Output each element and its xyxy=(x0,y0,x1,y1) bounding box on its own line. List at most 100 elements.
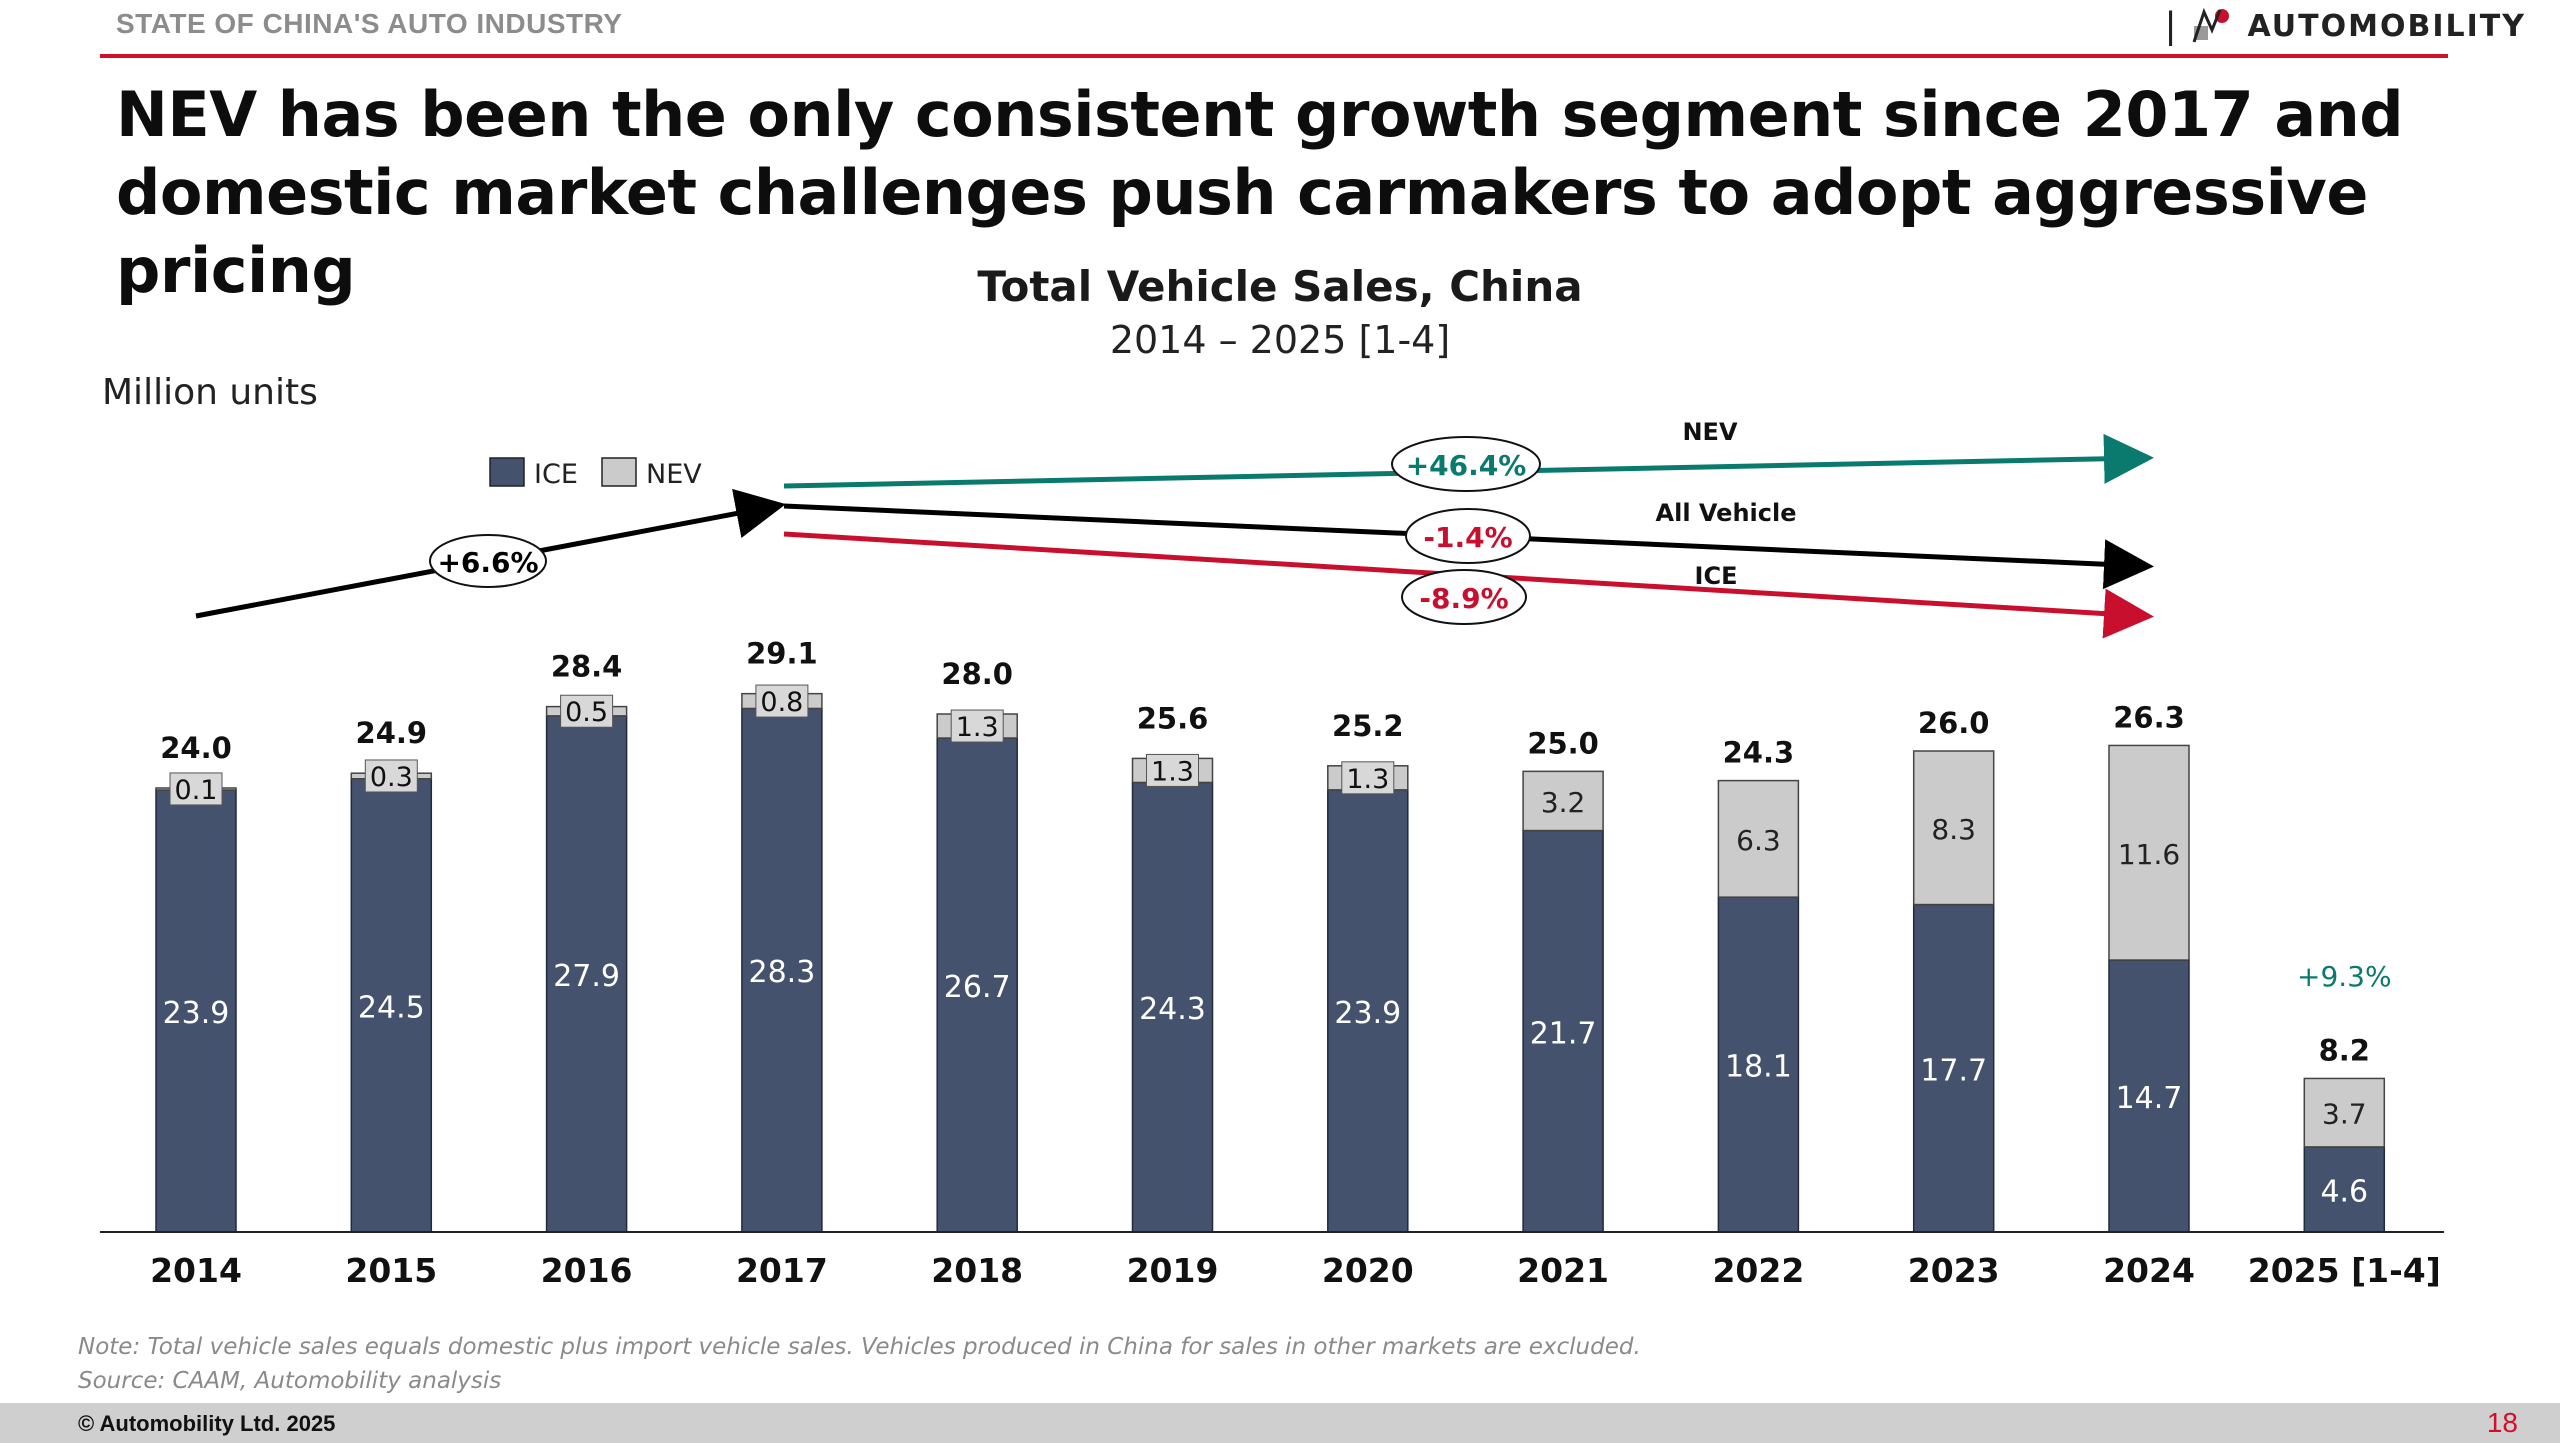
label-ice: 27.9 xyxy=(553,959,620,994)
section-label: STATE OF CHINA'S AUTO INDUSTRY xyxy=(116,8,623,39)
x-tick-label: 2021 xyxy=(1517,1251,1609,1290)
label-total: 28.4 xyxy=(551,650,623,684)
legend-swatch-nev xyxy=(601,457,637,487)
label-nev: 1.3 xyxy=(1151,756,1194,787)
x-tick-label: 2019 xyxy=(1127,1251,1219,1290)
nev-cagr-label: +46.4% xyxy=(1406,449,1527,482)
label-nev: 8.3 xyxy=(1931,813,1976,846)
chart-subtitle: 2014 – 2025 [1-4] xyxy=(1109,318,1451,362)
ice-cagr-bubble xyxy=(1401,569,1527,625)
label-ice: 18.1 xyxy=(1725,1050,1792,1085)
label-nev: 0.8 xyxy=(760,687,803,718)
label-nev-box xyxy=(364,759,418,793)
label-total: 24.9 xyxy=(356,716,428,750)
label-total: 26.0 xyxy=(1918,706,1990,740)
label-nev: 0.5 xyxy=(565,697,608,728)
label-ice: 24.3 xyxy=(1139,992,1206,1027)
header-rule xyxy=(100,54,2448,58)
label-ice: 23.9 xyxy=(1334,996,1401,1031)
label-ice: 21.7 xyxy=(1530,1016,1597,1051)
chart-notes: Note: Total vehicle sales equals domesti… xyxy=(78,1330,1641,1398)
bar-ice xyxy=(1522,829,1604,1233)
bar-nev xyxy=(1717,779,1800,898)
ice-cagr-label: -8.9% xyxy=(1419,582,1508,615)
growth-label-2014-2017: +6.6% xyxy=(437,546,538,579)
label-ice: 24.5 xyxy=(358,990,425,1025)
all-vehicle-cagr-bubble xyxy=(1405,508,1531,564)
x-tick-label: 2014 xyxy=(150,1251,242,1290)
label-nev: 1.3 xyxy=(956,712,999,743)
bar-nev xyxy=(2108,744,2190,961)
label-nev: 3.2 xyxy=(1541,786,1586,819)
x-axis: 2014 2015 2016 2017 2018 2019 2020 2021 2022 2023… xyxy=(100,1231,2444,1290)
bars-group: 23.9 0.1 24.0 24.5 0.3 24.9 27.9 0.5 28.4 28.3 0.8… xyxy=(155,637,2386,1233)
slide-headline: NEV has been the only consistent growth … xyxy=(116,78,2404,307)
label-total: 24.3 xyxy=(1723,736,1795,770)
label-nev: 6.3 xyxy=(1736,824,1781,857)
label-ice: 14.7 xyxy=(2116,1081,2183,1116)
source-text: Source: CAAM, Automobility analysis xyxy=(78,1368,502,1394)
page-number: 18 xyxy=(2486,1407,2518,1438)
bar-ice xyxy=(1327,789,1409,1233)
label-total: 8.2 xyxy=(2319,1033,2370,1067)
legend-label-nev: NEV xyxy=(646,459,702,490)
label-total: 29.1 xyxy=(746,637,818,671)
copyright: © Automobility Ltd. 2025 xyxy=(78,1411,336,1436)
label-nev-box xyxy=(1341,761,1395,795)
bar-ice xyxy=(1131,781,1214,1233)
bar-ice xyxy=(1912,903,1995,1233)
x-tick-label: 2020 xyxy=(1322,1251,1414,1290)
brand-name: AUTOMOBILITY xyxy=(2247,8,2526,44)
bar-ice xyxy=(936,737,1018,1233)
ytd-growth-label: +9.3% xyxy=(2297,960,2392,993)
label-nev: 3.7 xyxy=(2322,1098,2367,1131)
label-ice: 28.3 xyxy=(749,955,816,990)
all-vehicle-trend-name: All Vehicle xyxy=(1656,499,1797,527)
x-tick-label: 2024 xyxy=(2103,1251,2195,1290)
label-total: 25.6 xyxy=(1137,701,1209,735)
bar-nev xyxy=(1912,750,1995,906)
label-nev-box xyxy=(755,684,809,718)
label-nev-box xyxy=(950,709,1004,743)
bar-ice xyxy=(741,707,823,1233)
x-tick-label: 2023 xyxy=(1908,1251,2000,1290)
x-tick-label: 2025 [1-4] xyxy=(2248,1251,2441,1290)
stacked-bar-chart: ICE NEV 23.9 0.1 24.0 24.5 0.3 24.9 27.9 0.5 28.4… xyxy=(100,418,2444,1290)
label-nev-box xyxy=(560,694,614,728)
label-total: 25.2 xyxy=(1332,709,1404,743)
legend-label-ice: ICE xyxy=(534,459,578,490)
label-ice: 4.6 xyxy=(2320,1174,2368,1209)
chart-title: Total Vehicle Sales, China xyxy=(977,262,1583,311)
label-ice: 17.7 xyxy=(1920,1053,1987,1088)
brand-divider: | xyxy=(2165,5,2176,47)
all-vehicle-cagr-label: -1.4% xyxy=(1423,521,1512,554)
bar-ice xyxy=(155,789,237,1233)
bar-ice xyxy=(545,715,628,1233)
x-tick-label: 2015 xyxy=(345,1251,437,1290)
ice-trend-name: ICE xyxy=(1695,562,1738,590)
brand: | AUTOMOBILITY xyxy=(2166,6,2526,46)
label-total: 28.0 xyxy=(941,657,1013,691)
label-nev: 0.3 xyxy=(370,762,413,793)
label-nev: 11.6 xyxy=(2118,838,2180,871)
footer-bar: © Automobility Ltd. 2025 18 xyxy=(0,1403,2560,1443)
label-total: 26.3 xyxy=(2113,700,2185,734)
label-nev: 1.3 xyxy=(1346,764,1389,795)
label-nev-box xyxy=(169,772,223,806)
x-tick-label: 2018 xyxy=(931,1251,1023,1290)
label-ice: 23.9 xyxy=(163,996,230,1031)
y-unit-label: Million units xyxy=(102,372,318,413)
bar-nev xyxy=(2303,1077,2386,1148)
legend-swatch-ice xyxy=(489,457,525,487)
label-nev-box xyxy=(1146,753,1199,787)
growth-bubble-2014-2017 xyxy=(429,534,547,588)
note-text: Note: Total vehicle sales equals domesti… xyxy=(78,1334,1641,1360)
bar-ice xyxy=(350,778,433,1233)
label-total: 25.0 xyxy=(1527,726,1599,760)
nev-trend-name: NEV xyxy=(1682,418,1737,446)
x-tick-label: 2017 xyxy=(736,1251,828,1290)
label-ice: 26.7 xyxy=(944,970,1011,1005)
nev-cagr-bubble xyxy=(1391,436,1541,492)
bar-nev xyxy=(1522,770,1604,832)
x-tick-label: 2022 xyxy=(1712,1251,1804,1290)
